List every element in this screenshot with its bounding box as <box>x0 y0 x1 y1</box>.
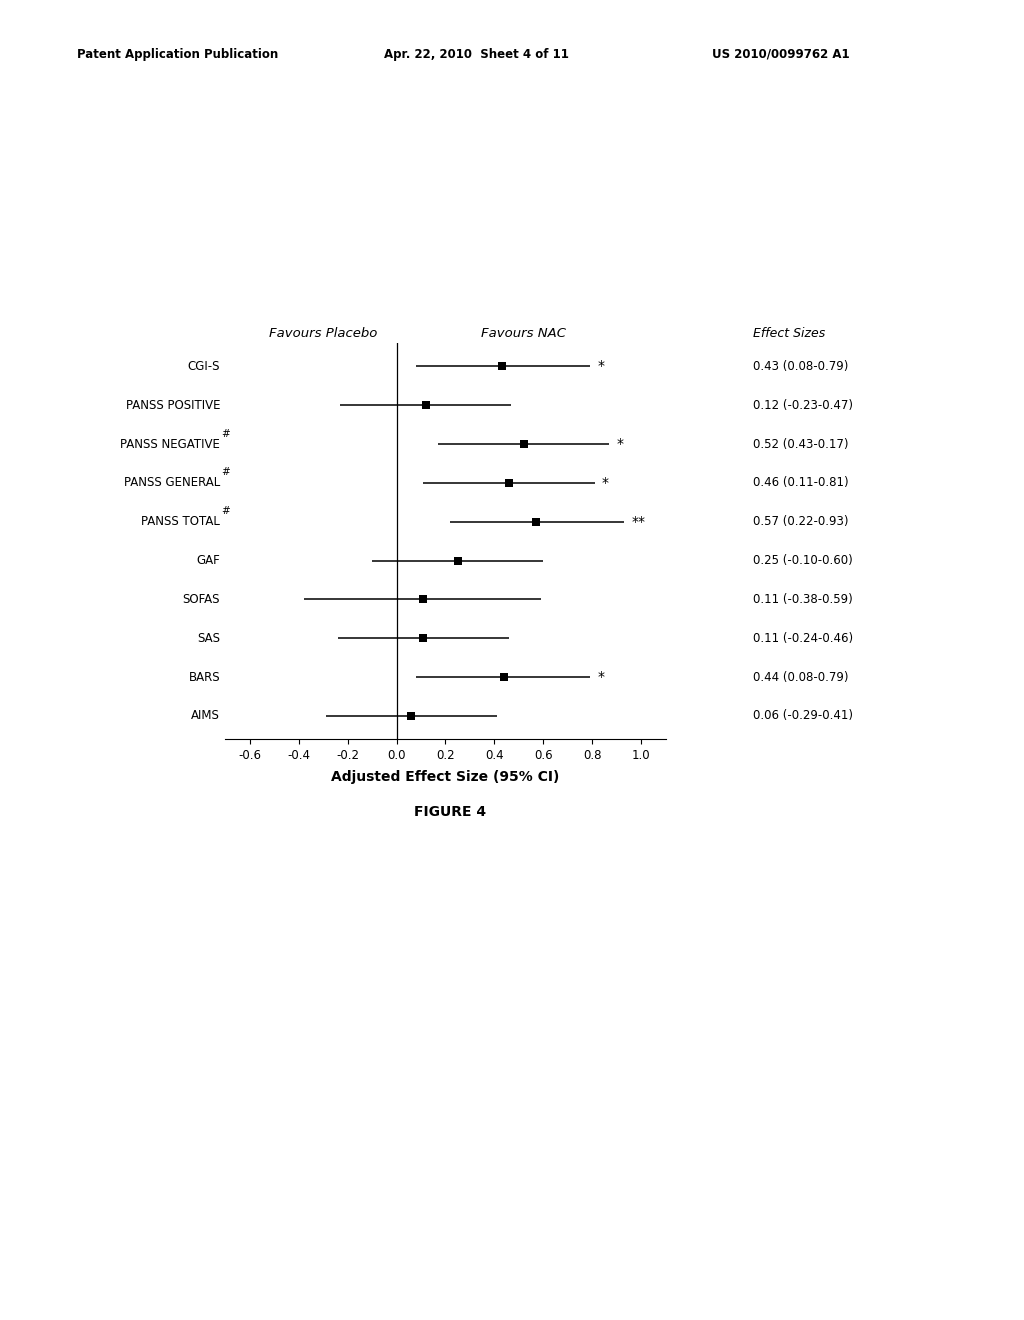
Text: #: # <box>221 429 230 438</box>
Text: #: # <box>221 467 230 478</box>
Text: **: ** <box>632 515 645 529</box>
Text: *: * <box>602 477 609 490</box>
Text: *: * <box>597 359 604 374</box>
Text: 0.11 (-0.38-0.59): 0.11 (-0.38-0.59) <box>753 593 852 606</box>
Text: PANSS TOTAL: PANSS TOTAL <box>141 515 220 528</box>
Text: Favours Placebo: Favours Placebo <box>269 327 377 341</box>
Text: SAS: SAS <box>198 632 220 644</box>
Text: #: # <box>221 507 230 516</box>
Text: Effect Sizes: Effect Sizes <box>753 327 825 341</box>
Text: CGI-S: CGI-S <box>187 360 220 374</box>
X-axis label: Adjusted Effect Size (95% CI): Adjusted Effect Size (95% CI) <box>331 771 560 784</box>
Text: *: * <box>616 437 624 451</box>
Text: *: * <box>597 671 604 684</box>
Text: PANSS GENERAL: PANSS GENERAL <box>124 477 220 490</box>
Text: 0.52 (0.43-0.17): 0.52 (0.43-0.17) <box>753 438 848 450</box>
Text: 0.46 (0.11-0.81): 0.46 (0.11-0.81) <box>753 477 848 490</box>
Text: 0.25 (-0.10-0.60): 0.25 (-0.10-0.60) <box>753 554 852 568</box>
Text: PANSS POSITIVE: PANSS POSITIVE <box>126 399 220 412</box>
Text: Patent Application Publication: Patent Application Publication <box>77 48 279 61</box>
Text: GAF: GAF <box>197 554 220 568</box>
Text: BARS: BARS <box>188 671 220 684</box>
Text: FIGURE 4: FIGURE 4 <box>415 805 486 818</box>
Text: 0.12 (-0.23-0.47): 0.12 (-0.23-0.47) <box>753 399 853 412</box>
Text: 0.44 (0.08-0.79): 0.44 (0.08-0.79) <box>753 671 848 684</box>
Text: AIMS: AIMS <box>191 709 220 722</box>
Text: Apr. 22, 2010  Sheet 4 of 11: Apr. 22, 2010 Sheet 4 of 11 <box>384 48 569 61</box>
Text: 0.06 (-0.29-0.41): 0.06 (-0.29-0.41) <box>753 709 853 722</box>
Text: 0.57 (0.22-0.93): 0.57 (0.22-0.93) <box>753 515 848 528</box>
Text: SOFAS: SOFAS <box>182 593 220 606</box>
Text: 0.43 (0.08-0.79): 0.43 (0.08-0.79) <box>753 360 848 374</box>
Text: PANSS NEGATIVE: PANSS NEGATIVE <box>120 438 220 450</box>
Text: Favours NAC: Favours NAC <box>481 327 566 341</box>
Text: US 2010/0099762 A1: US 2010/0099762 A1 <box>712 48 849 61</box>
Text: 0.11 (-0.24-0.46): 0.11 (-0.24-0.46) <box>753 632 853 644</box>
